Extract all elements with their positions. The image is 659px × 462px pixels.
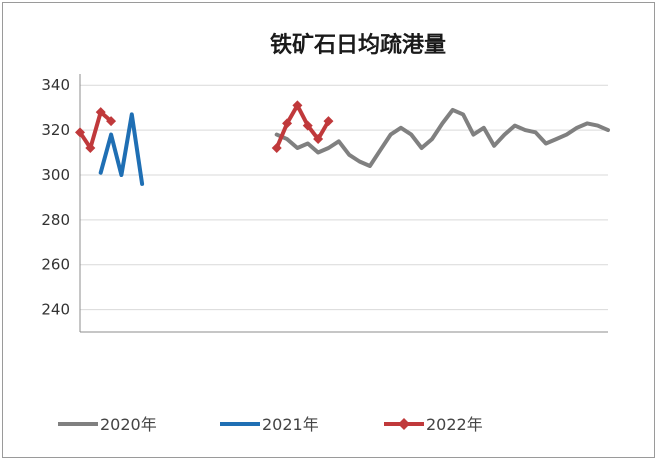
series-line-0-segment-0: [274, 107, 610, 168]
data-point: [85, 143, 96, 154]
data-point: [106, 116, 117, 127]
y-axis-ticks: 340 320 300 280 260 240: [41, 76, 70, 318]
series-line-2-segment-0: [78, 110, 114, 150]
data-point: [323, 116, 334, 127]
legend-entry: 2020年: [100, 415, 157, 434]
legend: 2020年 2021年 2022年: [58, 415, 483, 434]
series-lines: [78, 103, 610, 186]
data-point: [95, 107, 106, 118]
series-markers: [75, 100, 334, 154]
data-point: [282, 118, 293, 129]
y-tick-label: 280: [41, 211, 70, 229]
y-tick-label: 240: [41, 301, 70, 319]
y-tick-label: 320: [41, 121, 70, 139]
y-tick-label: 340: [41, 76, 70, 94]
data-point: [271, 143, 282, 154]
gridlines: [80, 84, 608, 311]
data-point: [292, 100, 303, 111]
legend-marker: [398, 418, 410, 430]
legend-entry: 2022年: [426, 415, 483, 434]
chart-frame: [2, 2, 655, 458]
series-line-2-segment-1: [274, 103, 331, 150]
chart-title: 铁矿石日均疏港量: [270, 32, 446, 58]
y-tick-label: 300: [41, 166, 70, 184]
y-tick-label: 260: [41, 256, 70, 274]
series-line-1-segment-0: [98, 112, 145, 186]
legend-entry: 2021年: [262, 415, 319, 434]
axes: [79, 74, 608, 333]
data-point: [313, 134, 324, 145]
data-point: [75, 127, 85, 138]
data-point: [302, 120, 313, 131]
